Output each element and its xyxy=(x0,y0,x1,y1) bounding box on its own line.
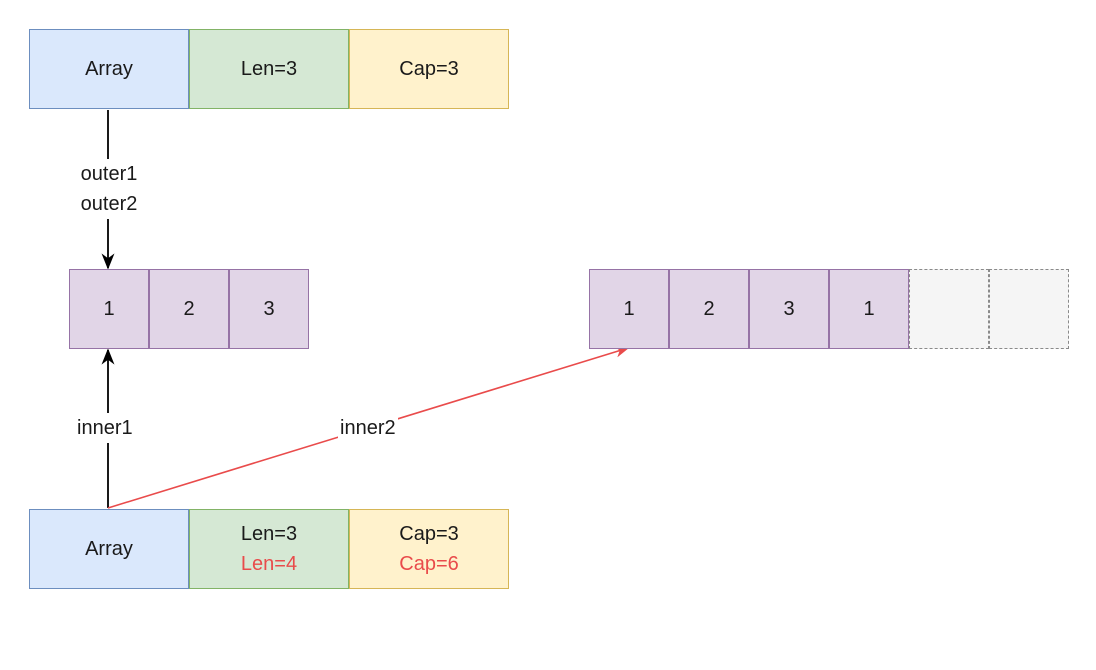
original-array-value: 3 xyxy=(263,298,275,320)
new-array-empty-slot xyxy=(989,269,1069,349)
inner-cap-field: Cap=3 Cap=6 xyxy=(349,509,509,589)
new-array-value: 3 xyxy=(783,298,795,320)
new-array-cell: 3 xyxy=(749,269,829,349)
outer2-label: outer2 xyxy=(80,193,138,215)
original-array-value: 1 xyxy=(103,298,115,320)
new-array-value: 1 xyxy=(623,298,635,320)
original-array-cell: 2 xyxy=(149,269,229,349)
new-array-value: 2 xyxy=(703,298,715,320)
inner-len-field: Len=3 Len=4 xyxy=(189,509,349,589)
outer-cap-label: Cap=3 xyxy=(399,58,459,80)
inner-array-label: Array xyxy=(85,538,133,560)
inner-cap-old: Cap=3 xyxy=(399,523,459,545)
inner-cap-new: Cap=6 xyxy=(399,553,459,575)
new-array-cell: 1 xyxy=(589,269,669,349)
inner-array-field: Array xyxy=(29,509,189,589)
outer1-label: outer1 xyxy=(80,163,138,185)
original-array-cell: 1 xyxy=(69,269,149,349)
original-array-cell: 3 xyxy=(229,269,309,349)
new-array-empty-slot xyxy=(909,269,989,349)
inner-len-new: Len=4 xyxy=(240,553,298,575)
outer-cap-field: Cap=3 xyxy=(349,29,509,109)
outer-array-field: Array xyxy=(29,29,189,109)
new-array-cell: 1 xyxy=(829,269,909,349)
new-array-cell: 2 xyxy=(669,269,749,349)
inner2-label: inner2 xyxy=(338,413,398,443)
outer-array-label: Array xyxy=(85,58,133,80)
new-array-value: 1 xyxy=(863,298,875,320)
original-array-value: 2 xyxy=(183,298,195,320)
inner1-label: inner1 xyxy=(75,413,135,443)
outer-len-label: Len=3 xyxy=(240,58,298,80)
outer-len-field: Len=3 xyxy=(189,29,349,109)
inner-len-old: Len=3 xyxy=(240,523,298,545)
outer-labels: outer1 outer2 xyxy=(72,159,146,219)
